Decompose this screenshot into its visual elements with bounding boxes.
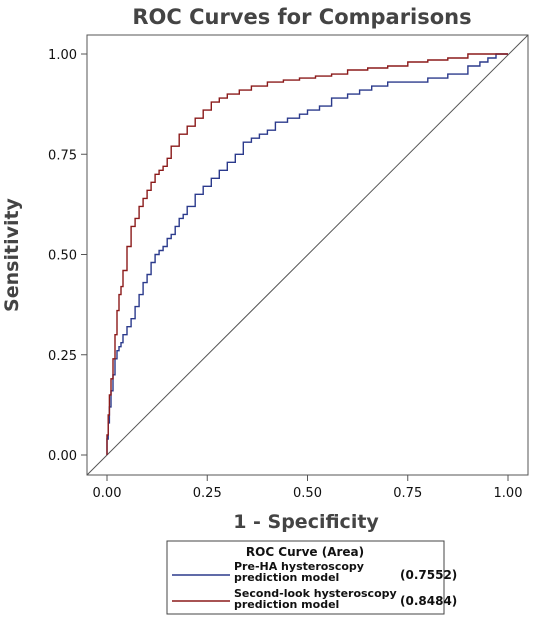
x-tick-label: 0.50 [293, 486, 322, 501]
series-1-line [106, 53, 508, 455]
y-tick-label: 0.00 [48, 449, 77, 464]
legend-entry1-line1: Pre-HA hysteroscopy [234, 560, 364, 573]
y-tick-label: 0.25 [48, 349, 77, 364]
x-axis-ticks: 0.00 0.25 0.50 0.75 1.00 [93, 475, 523, 501]
x-tick-label: 1.00 [494, 486, 523, 501]
diagonal-line [86, 34, 529, 476]
chart-title: ROC Curves for Comparisons [132, 5, 471, 29]
reference-diagonal [86, 34, 529, 476]
legend-box [166, 540, 445, 615]
y-tick-label: 1.00 [48, 48, 77, 63]
x-tick-label: 0.00 [93, 486, 122, 501]
legend-entry2-line1: Second-look hysteroscopy [234, 587, 397, 600]
legend-entry1-line2: prediction model [234, 571, 339, 584]
legend-entry2-line2: prediction model [234, 598, 339, 611]
x-tick-label: 0.25 [193, 486, 222, 501]
x-axis-label: 1 - Specificity [233, 511, 379, 533]
y-tick-label: 0.50 [48, 249, 77, 264]
y-tick-label: 0.75 [48, 148, 77, 163]
legend-title: ROC Curve (Area) [246, 545, 364, 559]
y-axis-ticks: 0.00 0.25 0.50 0.75 1.00 [48, 48, 87, 464]
series-2-line [106, 53, 508, 455]
y-axis-label: Sensitivity [1, 197, 23, 311]
legend-entry2-value: (0.8484) [400, 594, 457, 608]
legend-entry1-value: (0.7552) [400, 568, 457, 582]
x-tick-label: 0.75 [393, 486, 422, 501]
series-lines [106, 53, 508, 455]
legend: ROC Curve (Area) Pre-HA hysteroscopy pre… [166, 540, 457, 615]
